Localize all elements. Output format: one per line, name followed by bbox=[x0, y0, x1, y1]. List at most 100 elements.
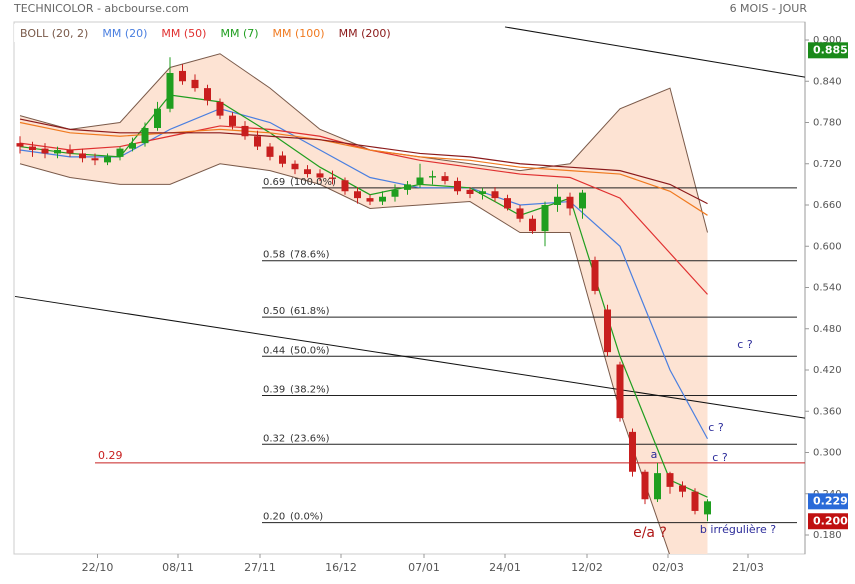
legend-entry: MM (7) bbox=[220, 27, 258, 40]
candle-body bbox=[429, 176, 436, 178]
annotation: b irrégulière ? bbox=[700, 523, 776, 536]
candle-body bbox=[666, 473, 674, 487]
x-tick-label: 16/12 bbox=[325, 561, 357, 574]
candle-body bbox=[104, 156, 111, 163]
fib-label: 0.50 bbox=[263, 306, 285, 317]
bollinger-lower bbox=[19, 163, 670, 554]
candle-body bbox=[154, 108, 161, 128]
trendline bbox=[14, 295, 805, 419]
candle-body bbox=[29, 146, 36, 150]
candle-body bbox=[54, 150, 61, 154]
legend-entry: MM (200) bbox=[339, 27, 391, 40]
candle-body bbox=[566, 196, 574, 209]
fib-label: 0.20 bbox=[263, 512, 285, 523]
fib-label: 0.58 bbox=[263, 250, 285, 261]
chart-title: TECHNICOLOR - abcbourse.com bbox=[13, 2, 189, 15]
fib-pct: (61.8%) bbox=[290, 306, 330, 317]
candle-body bbox=[304, 169, 311, 175]
candle-body bbox=[179, 70, 186, 82]
y-tick-label: 0.480 bbox=[813, 324, 842, 335]
candle-body bbox=[291, 163, 299, 170]
candle-body bbox=[516, 208, 524, 219]
fib-label: 0.32 bbox=[263, 433, 285, 444]
candle-body bbox=[554, 196, 561, 205]
price-tag bbox=[808, 493, 848, 510]
legend-entry: BOLL (20, 2) bbox=[20, 27, 88, 40]
y-tick-label: 0.660 bbox=[813, 200, 842, 211]
candle-body bbox=[479, 191, 486, 194]
candle-body bbox=[704, 501, 711, 515]
candle-body bbox=[266, 146, 274, 157]
price-tag-label: 0.229 bbox=[813, 494, 848, 507]
annotation: c ? bbox=[737, 338, 753, 351]
x-tick-label: 24/01 bbox=[489, 561, 521, 574]
x-tick-label: 07/01 bbox=[408, 561, 440, 574]
candle-body bbox=[341, 180, 349, 192]
candle-body bbox=[441, 176, 449, 181]
price-tag bbox=[808, 42, 848, 59]
y-tick-label: 0.180 bbox=[813, 530, 842, 541]
candle-body bbox=[579, 192, 586, 209]
candle-body bbox=[116, 148, 124, 157]
candle-body bbox=[379, 196, 386, 202]
candle-body bbox=[641, 471, 649, 500]
candle-body bbox=[366, 198, 374, 202]
price-tag-label: 0.200 bbox=[813, 514, 848, 527]
candle-body bbox=[629, 431, 636, 472]
candle-body bbox=[216, 101, 224, 116]
y-tick-label: 0.360 bbox=[813, 406, 842, 417]
plot bbox=[14, 26, 805, 554]
support-label: 0.29 bbox=[98, 449, 123, 462]
x-tick-label: 27/11 bbox=[244, 561, 276, 574]
fib-pct: (23.6%) bbox=[290, 433, 330, 444]
candle-body bbox=[654, 473, 661, 500]
x-tick-label: 21/03 bbox=[732, 561, 764, 574]
fib-pct: (100.0%) bbox=[290, 177, 336, 188]
y-tick-label: 0.300 bbox=[813, 448, 842, 459]
fib-label: 0.44 bbox=[263, 345, 285, 356]
x-tick-label: 08/11 bbox=[162, 561, 194, 574]
y-tick-label: 0.600 bbox=[813, 241, 842, 252]
candle-body bbox=[679, 485, 686, 492]
y-tick-label: 0.900 bbox=[813, 35, 842, 46]
candle-body bbox=[541, 205, 549, 232]
candle-body bbox=[141, 128, 149, 144]
candle-body bbox=[404, 184, 411, 190]
candle-body bbox=[604, 309, 611, 353]
price-tag-label: 0.885 bbox=[813, 43, 848, 56]
candle-body bbox=[491, 191, 499, 199]
fib-pct: (0.0%) bbox=[290, 512, 323, 523]
candle-body bbox=[191, 79, 199, 89]
trendline bbox=[504, 26, 805, 78]
candle-body bbox=[616, 364, 624, 419]
y-tick-label: 0.840 bbox=[813, 76, 842, 87]
y-tick-label: 0.420 bbox=[813, 365, 842, 376]
candle-body bbox=[391, 189, 399, 197]
candle-body bbox=[416, 177, 424, 185]
legend-entry: MM (20) bbox=[102, 27, 147, 40]
moving-average bbox=[19, 121, 708, 216]
candle-body bbox=[454, 180, 461, 192]
annotation: c ? bbox=[712, 451, 728, 464]
x-tick-label: 22/10 bbox=[82, 561, 114, 574]
candle-body bbox=[354, 191, 361, 199]
candle-body bbox=[16, 143, 24, 147]
candle-body bbox=[79, 153, 86, 159]
candle-body bbox=[66, 150, 74, 154]
x-tick-label: 02/03 bbox=[652, 561, 684, 574]
y-tick-label: 0.540 bbox=[813, 283, 842, 294]
legend-entry: MM (100) bbox=[273, 27, 325, 40]
fib-pct: (78.6%) bbox=[290, 250, 330, 261]
candle-body bbox=[316, 173, 324, 178]
y-tick-label: 0.720 bbox=[813, 159, 842, 170]
fib-label: 0.69 bbox=[263, 177, 285, 188]
candle-body bbox=[466, 189, 474, 194]
candle-body bbox=[166, 73, 174, 109]
candle-body bbox=[529, 218, 536, 232]
candle-body bbox=[229, 115, 236, 126]
legend-entry: MM (50) bbox=[161, 27, 206, 40]
candle-body bbox=[254, 136, 261, 147]
y-tick-label: 0.780 bbox=[813, 118, 842, 129]
candle-body bbox=[591, 260, 599, 291]
